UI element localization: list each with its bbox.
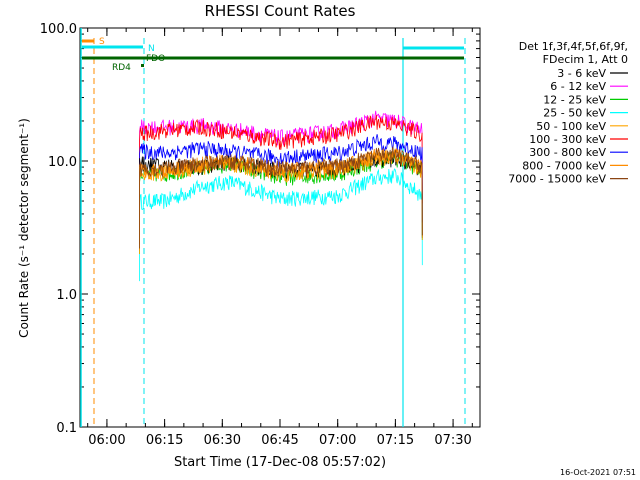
series-line bbox=[139, 168, 423, 282]
chart-title: RHESSI Count Rates bbox=[205, 2, 356, 20]
x-tick-label: 06:45 bbox=[261, 433, 298, 448]
x-tick-label: 07:15 bbox=[377, 433, 414, 448]
x-tick-label: 06:15 bbox=[146, 433, 183, 448]
flag-marker bbox=[141, 64, 144, 67]
y-tick-label: 10.0 bbox=[48, 155, 77, 170]
series-line bbox=[139, 145, 423, 249]
y-tick-label: 0.1 bbox=[56, 421, 77, 436]
x-tick-label: 06:00 bbox=[88, 433, 125, 448]
x-tick-label: 06:30 bbox=[204, 433, 241, 448]
y-tick-label: 1.0 bbox=[56, 288, 77, 303]
annotation-label: N bbox=[148, 44, 155, 54]
legend-item-label: 7000 - 15000 keV bbox=[508, 173, 606, 186]
legend-item-label: 300 - 800 keV bbox=[529, 146, 606, 159]
series-line bbox=[139, 134, 423, 231]
legend-item-label: 800 - 7000 keV bbox=[522, 159, 606, 172]
legend-item-label: 12 - 25 keV bbox=[543, 93, 606, 106]
chart-marks: 0.1 1.0 10.0 100.0 06:00 06:15 06:30 06:45 07:00… bbox=[40, 22, 480, 448]
y-tick-label: 100.0 bbox=[40, 22, 77, 37]
series-line bbox=[139, 115, 423, 214]
x-tick-label: 07:00 bbox=[319, 433, 356, 448]
legend-item-label: 3 - 6 keV bbox=[557, 67, 606, 80]
legend-header-line-2: FDecim 1, Att 0 bbox=[543, 53, 628, 66]
legend-item-label: 50 - 100 keV bbox=[536, 120, 606, 133]
x-axis-label: Start Time (17-Dec-08 05:57:02) bbox=[174, 455, 386, 470]
annotation-label: FDO bbox=[146, 54, 165, 64]
legend-item-label: 100 - 300 keV bbox=[529, 133, 606, 146]
annotation-label: RD4 bbox=[112, 63, 131, 73]
annotation-label: S bbox=[99, 37, 105, 47]
legend-header-line-1: Det 1f,3f,4f,5f,6f,9f, bbox=[519, 40, 628, 53]
x-tick-label: 07:30 bbox=[434, 433, 471, 448]
timestamp: 16-Oct-2021 07:51 bbox=[560, 468, 636, 477]
legend-item-label: 25 - 50 keV bbox=[543, 107, 606, 120]
y-axis-label: Count Rate (s⁻¹ detector segment⁻¹) bbox=[17, 118, 31, 338]
legend-item-label: 6 - 12 keV bbox=[550, 80, 606, 93]
